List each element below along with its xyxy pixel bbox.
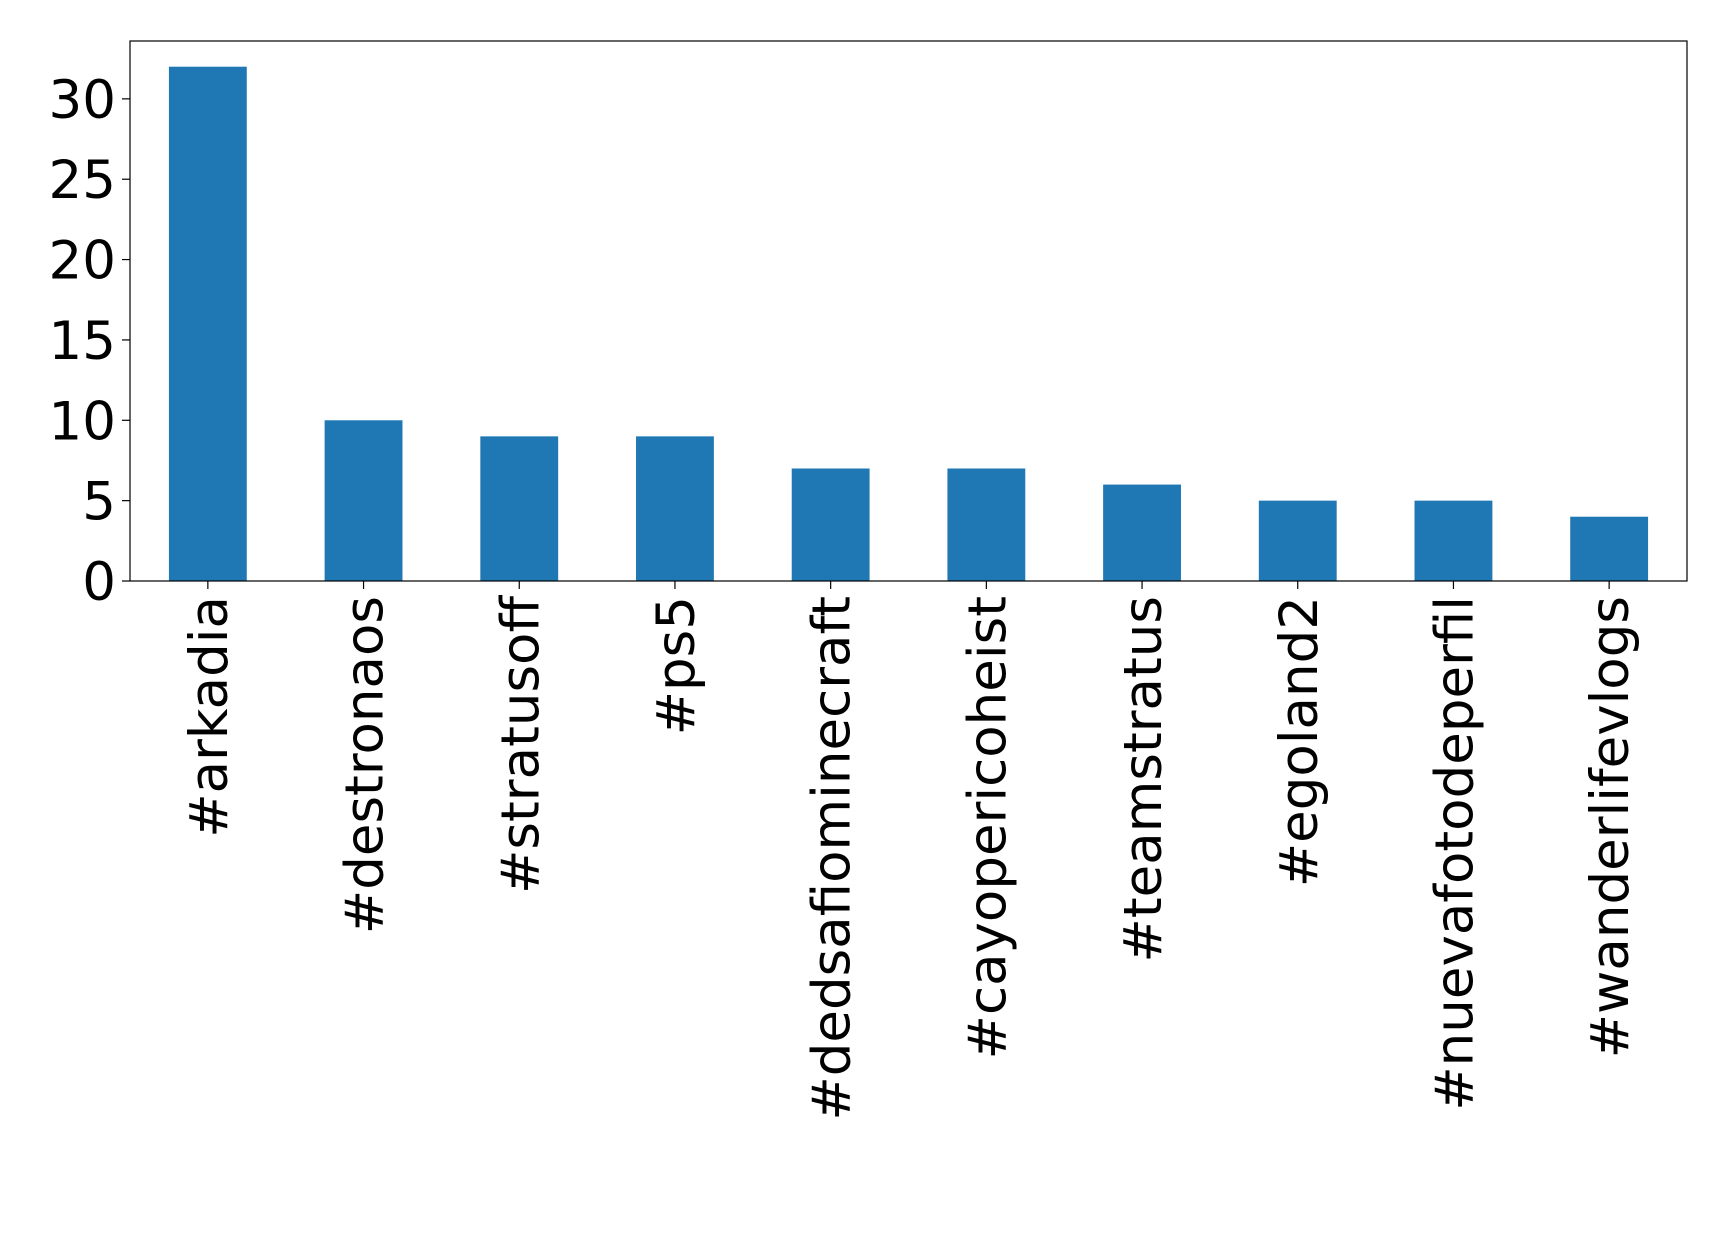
x-tick-label: #nuevafotodeperfil xyxy=(1424,596,1485,1111)
bar xyxy=(1570,516,1649,581)
x-tick-label: #stratusoff xyxy=(490,595,551,894)
plot-frame xyxy=(129,40,1688,582)
y-tick-label: 0 xyxy=(82,552,116,613)
y-tick-label: 10 xyxy=(49,391,116,452)
bar xyxy=(636,436,714,581)
x-tick-label: #ps5 xyxy=(646,596,707,735)
bar xyxy=(480,436,559,581)
x-tick-label: #arkadia xyxy=(179,596,240,838)
bar xyxy=(1103,484,1181,581)
x-tick-label: #egoland2 xyxy=(1269,596,1330,887)
bar xyxy=(324,420,403,581)
y-tick-label: 30 xyxy=(49,70,116,131)
bar xyxy=(168,66,247,581)
x-tick-label: #dedsafiominecraft xyxy=(802,596,863,1121)
bar xyxy=(947,468,1026,581)
x-tick-label: #wanderlifevlogs xyxy=(1580,596,1641,1058)
x-tick-label: #teamstratus xyxy=(1113,596,1174,963)
y-tick-label: 15 xyxy=(49,311,116,372)
x-tick-label: #cayopericoheist xyxy=(957,596,1018,1059)
y-tick-label: 25 xyxy=(49,150,116,211)
bar xyxy=(1414,500,1493,581)
y-tick-label: 5 xyxy=(82,472,116,533)
x-tick-label: #destronaos xyxy=(335,596,396,934)
y-tick-label: 20 xyxy=(49,231,116,292)
bar xyxy=(1258,500,1337,581)
bar xyxy=(791,468,870,581)
